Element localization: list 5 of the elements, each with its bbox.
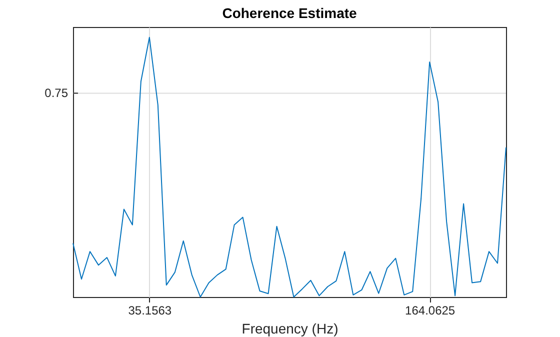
chart-title: Coherence Estimate <box>222 5 358 21</box>
text: 0.75 <box>44 86 68 100</box>
x-tick-label: 164.0625 <box>405 304 456 318</box>
x-tick-label: 35.1563 <box>128 304 172 318</box>
x-axis-title: Frequency (Hz) <box>242 320 338 336</box>
